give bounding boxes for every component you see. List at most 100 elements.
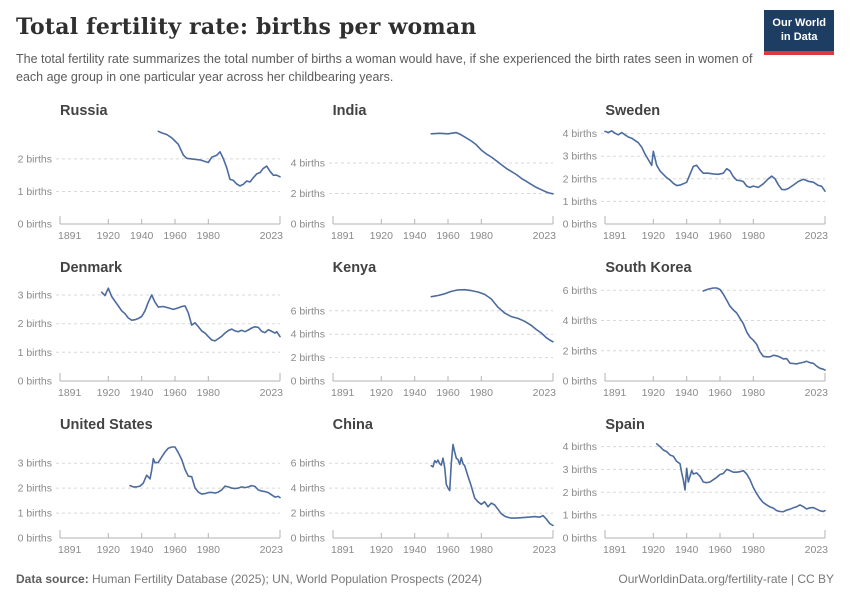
x-tick-label: 2023 [532,387,556,399]
y-tick-label: 0 births [18,533,52,545]
x-tick-label: 1891 [331,544,355,556]
data-line [430,132,554,195]
x-tick-label: 1891 [58,544,82,556]
x-tick-label: 1960 [163,544,187,556]
x-tick-label: 1960 [163,230,187,242]
chart-panel-china: China 0 births 2 births 4 births 6 births 18… [289,414,562,567]
line-chart-south-korea: 0 births 2 births 4 births 6 births 1891 1920… [563,285,829,399]
data-line [157,130,281,187]
y-tick-label: 1 births [18,186,52,198]
x-tick-label: 1940 [675,230,699,242]
chart-title-south-korea: South Korea [605,260,692,277]
y-tick-label: 6 births [290,458,324,470]
chart-panel-sweden: Sweden 0 births 1 births 2 births 3 births 4… [561,100,834,253]
y-tick-label: 6 births [563,285,597,297]
x-tick-label: 2023 [260,230,284,242]
line-chart-sweden: 0 births 1 births 2 births 3 births 4 births… [563,128,829,242]
chart-panel-united-states: United States 0 births 1 births 2 births 3 … [16,414,289,567]
x-tick-label: 1960 [163,387,187,399]
chart-panel-india: India 0 births 2 births 4 births 1891 1920 19… [289,100,562,253]
x-tick-label: 1960 [436,230,460,242]
x-tick-label: 1891 [603,230,627,242]
x-tick-label: 1920 [642,387,666,399]
chart-title-kenya: Kenya [332,260,377,277]
x-tick-label: 2023 [532,230,556,242]
y-tick-label: 0 births [563,376,597,388]
x-tick-label: 1940 [130,230,154,242]
x-tick-label: 1980 [469,544,493,556]
data-line [656,443,827,513]
chart-title-india: India [332,103,367,120]
x-tick-label: 1940 [403,544,427,556]
x-tick-label: 1891 [58,230,82,242]
x-tick-label: 1940 [130,544,154,556]
owid-logo[interactable]: Our World in Data [764,10,834,55]
x-tick-label: 1920 [369,544,393,556]
data-source-label: Data source: [16,572,89,586]
x-tick-label: 1980 [742,230,766,242]
x-tick-label: 2023 [805,387,829,399]
small-multiples-grid: Russia 0 births 1 births 2 births 1891 1920 1… [16,100,834,567]
y-tick-label: 2 births [563,487,597,499]
x-tick-label: 1980 [742,544,766,556]
owid-logo-line1: Our World [772,17,826,29]
chart-panel-russia: Russia 0 births 1 births 2 births 1891 1920 1… [16,100,289,253]
y-tick-label: 3 births [563,464,597,476]
chart-panel-denmark: Denmark 0 births 1 births 2 births 3 births… [16,257,289,410]
y-tick-label: 2 births [563,346,597,358]
chart-panel-spain: Spain 0 births 1 births 2 births 3 births 4 … [561,414,834,567]
y-tick-label: 2 births [18,154,52,166]
y-tick-label: 2 births [290,188,324,200]
x-tick-label: 1920 [97,544,121,556]
y-tick-label: 4 births [290,158,324,170]
chart-footer: Data source: Human Fertility Database (2… [16,572,834,586]
x-tick-label: 2023 [805,230,829,242]
x-tick-label: 1891 [331,387,355,399]
y-tick-label: 3 births [18,458,52,470]
chart-header: Total fertility rate: births per woman O… [0,0,850,86]
chart-panel-kenya: Kenya 0 births 2 births 4 births 6 births 18… [289,257,562,410]
y-tick-label: 3 births [18,290,52,302]
y-tick-label: 1 births [18,508,52,520]
chart-title-sweden: Sweden [605,103,661,120]
line-chart-china: 0 births 2 births 4 births 6 births 1891 1920… [290,443,556,556]
x-tick-label: 2023 [260,387,284,399]
x-tick-label: 1960 [436,544,460,556]
y-tick-label: 1 births [563,510,597,522]
chart-title-russia: Russia [60,103,108,120]
x-tick-label: 1980 [469,387,493,399]
x-tick-label: 1960 [709,230,733,242]
x-tick-label: 1980 [742,387,766,399]
x-tick-label: 1920 [642,544,666,556]
owid-url-link[interactable]: OurWorldinData.org/fertility-rate | CC B… [618,572,834,586]
data-line [430,289,554,343]
x-tick-label: 2023 [260,544,284,556]
x-tick-label: 1891 [331,230,355,242]
x-tick-label: 1980 [197,544,221,556]
page-title: Total fertility rate: births per woman [16,14,477,40]
y-tick-label: 2 births [563,174,597,186]
y-tick-label: 0 births [290,219,324,231]
y-tick-label: 4 births [563,315,597,327]
x-tick-label: 1920 [642,230,666,242]
x-tick-label: 1940 [403,387,427,399]
chart-title-china: China [332,417,373,434]
data-line [702,287,827,372]
x-tick-label: 1940 [675,387,699,399]
y-tick-label: 0 births [563,533,597,545]
y-tick-label: 0 births [18,219,52,231]
data-line [129,446,281,499]
y-tick-label: 2 births [18,483,52,495]
chart-title-denmark: Denmark [60,260,123,277]
line-chart-india: 0 births 2 births 4 births 1891 1920 1940 1960… [290,132,556,242]
x-tick-label: 1920 [369,230,393,242]
y-tick-label: 4 births [563,441,597,453]
chart-subtitle: The total fertility rate summarizes the … [16,52,753,85]
y-tick-label: 3 births [563,151,597,163]
x-tick-label: 1920 [97,387,121,399]
x-tick-label: 1980 [469,230,493,242]
y-tick-label: 2 births [290,352,324,364]
y-tick-label: 1 births [18,347,52,359]
y-tick-label: 4 births [290,329,324,341]
data-line [430,443,554,527]
